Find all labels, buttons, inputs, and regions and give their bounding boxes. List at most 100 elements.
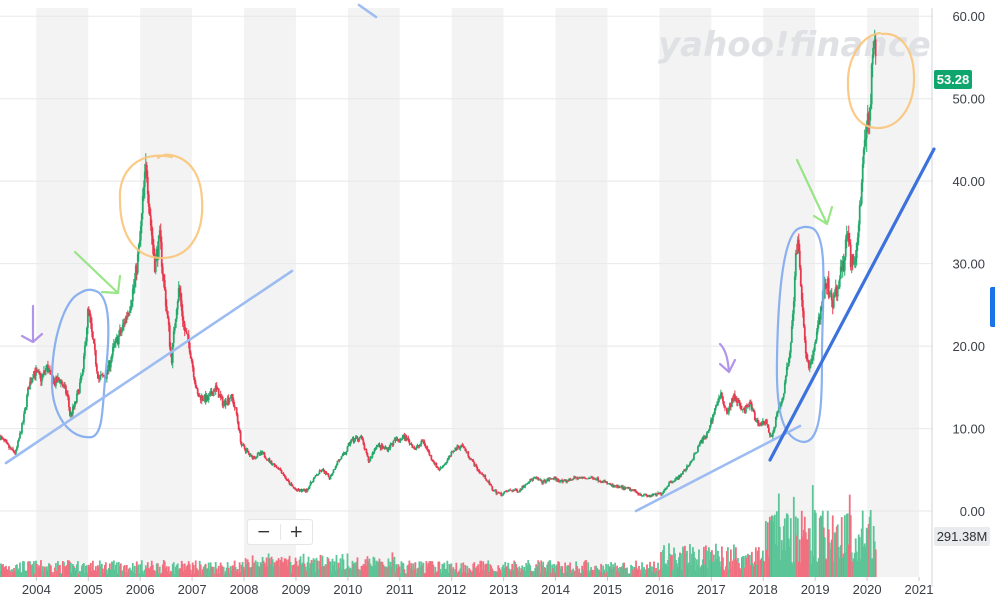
volume-bar [666, 566, 668, 577]
volume-bar [538, 562, 541, 577]
volume-bar [297, 565, 300, 577]
volume-bar [210, 566, 213, 577]
volume-bar [536, 566, 539, 577]
volume-bar [462, 562, 465, 577]
candle-body [235, 407, 238, 415]
candle-body [588, 478, 591, 479]
volume-bar [305, 570, 308, 577]
volume-bar [352, 564, 355, 577]
candle-body [256, 453, 259, 457]
volume-bar [378, 558, 381, 577]
volume-bar [64, 565, 66, 577]
volume-bar [837, 547, 840, 577]
side-panel-handle[interactable] [990, 287, 995, 327]
candle-body [729, 402, 731, 409]
volume-bar [487, 560, 490, 577]
candle-body [171, 343, 174, 363]
volume-bar [94, 566, 97, 577]
volume-bar [670, 556, 672, 577]
candle-body [203, 394, 206, 401]
volume-bar [332, 565, 335, 577]
volume-bar [7, 569, 9, 577]
candle-body [734, 398, 737, 400]
candle-body [387, 447, 390, 451]
volume-bar [143, 569, 146, 577]
volume-bar [841, 557, 844, 577]
volume-bar [121, 570, 124, 577]
candle-body [722, 396, 724, 402]
volume-bar [703, 546, 705, 577]
volume-bar [819, 515, 822, 577]
volume-bar [529, 565, 532, 577]
volume-bar [770, 515, 773, 577]
zoom-out-button[interactable]: − [256, 522, 271, 542]
candle-body [19, 433, 21, 439]
volume-bar [360, 566, 363, 577]
candle-body [384, 447, 387, 449]
candle-body [709, 425, 711, 430]
candle-body [835, 287, 838, 297]
volume-bar [435, 572, 438, 577]
candle-body [872, 41, 875, 55]
candle-body [134, 265, 137, 280]
volume-bar [341, 554, 344, 577]
volume-bar [840, 517, 843, 577]
candle-body [491, 486, 494, 490]
volume-bar [207, 562, 210, 577]
volume-bar [624, 568, 626, 577]
volume-bar [350, 570, 353, 577]
candle-body [711, 419, 713, 421]
candle-body [292, 486, 295, 488]
volume-bar [447, 572, 450, 577]
candle-body [200, 395, 203, 401]
volume-bar [32, 564, 34, 577]
candle-body [767, 427, 770, 433]
volume-bar [400, 561, 403, 577]
volume-bar [161, 564, 164, 577]
candle-body [567, 481, 570, 482]
volume-bar [514, 562, 517, 577]
candle-body [845, 233, 848, 240]
candle-body [272, 463, 275, 465]
volume-bar [110, 561, 113, 577]
candle-body [242, 444, 245, 447]
candle-body [327, 474, 330, 477]
candle-body [543, 480, 546, 481]
volume-bar [849, 515, 852, 577]
candle-body [714, 408, 716, 414]
volume-bar [745, 558, 748, 577]
candle-body [357, 439, 360, 440]
candle-body [530, 479, 533, 480]
candle-body [375, 446, 378, 449]
volume-bar [263, 562, 266, 577]
volume-bar [331, 558, 334, 577]
candle-body [620, 486, 622, 488]
candle-body [234, 407, 237, 409]
candle-body [837, 287, 840, 288]
volume-bar [574, 570, 577, 577]
zoom-in-button[interactable]: + [289, 522, 304, 542]
candle-body [168, 325, 171, 347]
candle-body [738, 402, 741, 406]
candle-body [434, 462, 437, 464]
candle-body [221, 396, 224, 406]
volume-bar [353, 562, 356, 577]
candle-body [267, 458, 270, 461]
candle-body [559, 481, 562, 483]
candle-body [740, 408, 743, 410]
volume-bar [313, 559, 316, 577]
candle-body [550, 478, 553, 480]
candle-body [183, 323, 186, 332]
candle-body [88, 310, 91, 317]
volume-bar [237, 573, 240, 577]
candle-body [96, 371, 99, 379]
candle-body [32, 377, 34, 379]
candle-body [457, 445, 460, 448]
volume-bar [664, 564, 666, 577]
candle-body [570, 479, 573, 481]
volume-bar [533, 571, 536, 577]
candle-body [765, 419, 768, 425]
volume-bar [739, 569, 742, 577]
candle-body [536, 477, 539, 479]
